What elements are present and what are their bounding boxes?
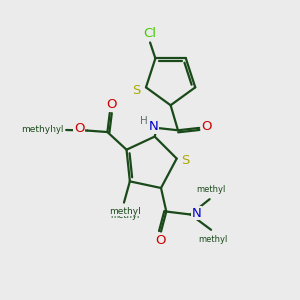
Text: O: O <box>106 98 116 111</box>
Text: N: N <box>148 120 158 133</box>
Text: Cl: Cl <box>144 27 157 40</box>
Text: H: H <box>140 116 147 126</box>
Text: S: S <box>132 84 141 97</box>
Text: methyl: methyl <box>109 207 140 216</box>
Text: methyl: methyl <box>110 211 139 220</box>
Text: O: O <box>74 122 84 135</box>
Text: methyl: methyl <box>34 125 64 134</box>
Text: O: O <box>201 120 212 133</box>
Text: methyl: methyl <box>196 185 226 194</box>
Text: methyl: methyl <box>198 235 227 244</box>
Text: S: S <box>181 154 190 166</box>
Text: N: N <box>192 206 202 220</box>
Text: O: O <box>155 234 166 247</box>
Text: methyl: methyl <box>21 125 53 134</box>
